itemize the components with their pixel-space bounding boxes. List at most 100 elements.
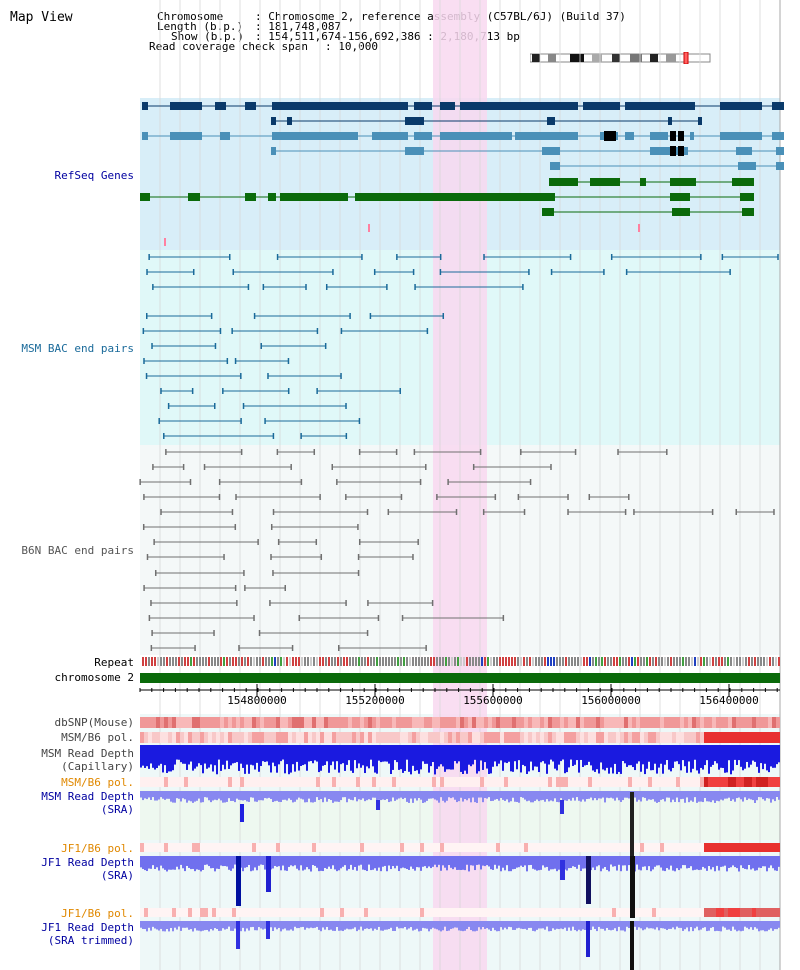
depth-bar [636, 791, 638, 802]
msm-bac-label: MSM BAC end pairs [21, 342, 134, 355]
depth-bar [506, 791, 508, 800]
depth-bar [188, 856, 190, 868]
repeat-mark [406, 657, 408, 666]
depth-bar [170, 791, 172, 802]
depth-bar [674, 791, 676, 802]
depth-bar [692, 856, 694, 871]
depth-bar [698, 745, 700, 774]
depth-bar [256, 791, 258, 802]
depth-bar [576, 921, 578, 932]
repeat-mark [436, 657, 438, 666]
depth-bar [548, 921, 550, 932]
heat-cell [456, 732, 460, 743]
depth-bar [230, 745, 232, 766]
depth-bar [336, 745, 338, 762]
heat-cell [568, 908, 572, 917]
depth-bar [234, 745, 236, 763]
depth-bar [356, 921, 358, 932]
depth-bar [254, 856, 256, 868]
depth-bar [668, 791, 670, 798]
depth-bar [164, 745, 166, 766]
repeat-mark [568, 657, 570, 666]
depth-bar [702, 921, 704, 928]
depth-bar [296, 791, 298, 800]
page-title: Map View [10, 10, 73, 25]
heat-cell [724, 777, 728, 787]
repeat-mark [307, 657, 309, 666]
heat-cell [736, 732, 740, 743]
depth-bar [778, 856, 780, 867]
heat-cell [552, 777, 556, 787]
depth-bar [676, 921, 678, 927]
depth-bar [298, 921, 300, 929]
repeat-mark [151, 657, 153, 666]
heat-cell [348, 732, 352, 743]
depth-bar [718, 745, 720, 770]
depth-bar [436, 791, 438, 801]
depth-bar [314, 856, 316, 866]
heat-cell [280, 717, 284, 728]
heat-cell [360, 777, 364, 787]
depth-bar [664, 791, 666, 802]
depth-bar [240, 921, 242, 932]
depth-bar [340, 856, 342, 869]
repeat-mark [301, 657, 303, 666]
depth-bar [654, 745, 656, 764]
heat-cell [352, 843, 356, 852]
heat-cell [540, 732, 544, 743]
repeat-mark [493, 657, 495, 666]
heat-cell [424, 843, 428, 852]
heat-cell [724, 908, 728, 917]
heat-cell [508, 717, 512, 728]
heat-cell [308, 843, 312, 852]
heat-cell [428, 843, 432, 852]
heat-cell [652, 732, 656, 743]
depth-bar [644, 856, 646, 867]
heat-cell [772, 717, 776, 728]
heat-cell [708, 908, 712, 917]
depth-bar [724, 856, 726, 866]
depth-bar [218, 745, 220, 760]
heat-cell [716, 732, 720, 743]
heat-cell [208, 777, 212, 787]
gene-exon [690, 132, 694, 140]
depth-bar [336, 791, 338, 802]
depth-bar [382, 745, 384, 762]
depth-bar [776, 856, 778, 871]
depth-bar [634, 921, 636, 927]
depth-bar [602, 791, 604, 798]
depth-bar [298, 856, 300, 871]
heat-cell [484, 843, 488, 852]
depth-bar [270, 791, 272, 799]
heat-cell [592, 717, 596, 728]
heat-cell [156, 717, 160, 728]
depth-bar [266, 791, 268, 799]
depth-bar [626, 791, 628, 798]
depth-bar [146, 856, 148, 872]
heat-cell [428, 908, 432, 917]
repeat-mark [349, 657, 351, 666]
depth-bar [744, 921, 746, 927]
depth-bar [426, 745, 428, 764]
heat-cell [392, 717, 396, 728]
depth-bar [768, 921, 770, 930]
depth-bar [682, 791, 684, 799]
heat-cell [148, 908, 152, 917]
heat-cell [152, 732, 156, 743]
gene-exon [670, 131, 676, 141]
repeat-mark [742, 657, 744, 666]
heat-cell [260, 717, 264, 728]
heat-cell [776, 777, 780, 787]
depth-bar [182, 856, 184, 869]
heat-cell [408, 717, 412, 728]
depth-bar [666, 856, 668, 869]
depth-bar [196, 856, 198, 870]
depth-bar [190, 856, 192, 870]
heat-cell [256, 843, 260, 852]
heat-cell [460, 777, 464, 787]
heat-cell [444, 908, 448, 917]
depth-bar [736, 791, 738, 799]
gene-exon [142, 102, 148, 110]
repeat-mark [295, 657, 297, 666]
